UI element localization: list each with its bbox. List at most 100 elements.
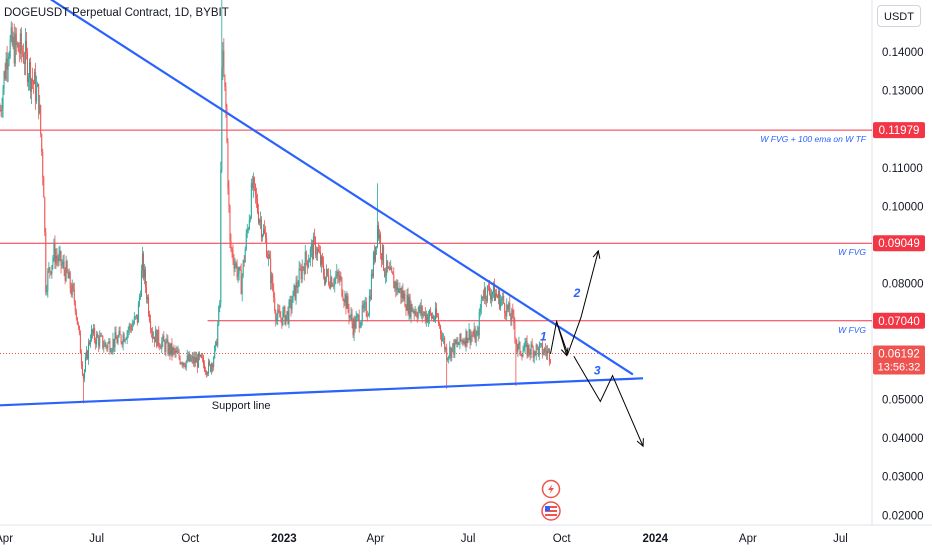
candle-body [87,350,89,360]
candle-body [514,323,516,339]
candle-body [244,248,246,263]
candle-body [1,108,3,111]
candle-body [336,271,338,277]
candle-body [119,330,121,336]
candle-body [237,273,239,278]
time-tick-label: Jul [833,533,848,545]
level-price-tag [873,235,925,252]
event-icons[interactable] [541,479,561,521]
resistance-trendline[interactable] [49,0,634,376]
candle-body [452,343,454,348]
price-tick-label: 0.02000 [882,510,924,522]
time-axis[interactable]: Apr Jul Oct 2023 Apr Jul Oct 2024 Apr Jul [0,533,848,545]
candle-body [346,296,348,309]
candle-body [163,335,165,342]
candle-body [150,321,152,330]
candle-body [329,284,331,288]
candle-body [153,336,155,339]
candle-body [215,341,217,347]
candle-body [137,303,139,323]
candle-body [389,267,391,271]
candle-body [496,293,498,296]
us-flag-icon[interactable] [541,501,561,521]
level-price-tag [873,312,925,329]
candle-body [469,329,471,343]
candle-body [303,267,305,275]
price-tick-label: 0.14000 [882,47,924,59]
bullish-scenario-path[interactable] [549,250,599,356]
candle-body [482,296,484,299]
candle-body [227,141,229,189]
candle-body [102,335,104,348]
candle-body [229,205,231,241]
bearish-scenario-path[interactable] [556,321,568,356]
candle-body [536,344,538,348]
candle-body [266,237,268,257]
candle-body [147,297,149,300]
candle-body [314,238,316,254]
currency-button[interactable]: USDT [877,5,921,27]
candle-body [448,356,450,359]
lightning-icon[interactable] [541,479,561,499]
candle-body [491,291,493,295]
candle-body [48,267,50,271]
candle-body [485,298,487,301]
candle-body [446,347,448,361]
candle-body [372,252,374,277]
candle-body [204,364,206,372]
candle-body [200,354,202,358]
wave-paths[interactable]: 1 2 3 [540,249,644,448]
candle-body [385,274,387,277]
breakdown-scenario-path[interactable] [573,356,644,447]
candle-body [257,211,259,223]
candle-body [508,302,510,310]
candle-body [457,342,459,345]
candle-body [501,299,503,301]
candle-body [309,248,311,260]
candle-body [467,338,469,343]
candle-body [56,256,58,259]
candle-body [524,342,526,349]
candle-body [353,319,355,336]
candle-body [396,282,398,291]
candle-body [350,313,352,316]
candle-body [490,294,492,300]
candle-body [115,332,117,340]
candle-body [320,252,322,265]
candle-body [354,319,356,329]
candle-body [483,288,485,299]
candle-body [365,302,367,316]
candle-body [141,253,143,271]
trendlines[interactable]: Support line [0,0,644,412]
price-axis[interactable]: 0.020000.030000.040000.050000.060000.080… [882,47,924,522]
candle-body [528,344,530,353]
candle-body [538,345,540,356]
candle-body [13,36,15,64]
candle-body [77,324,79,327]
candles [0,0,551,404]
candle-body [437,316,439,318]
candle-body [210,364,212,372]
candle-body [512,309,514,314]
candle-body [388,267,390,269]
candle-body [167,339,169,354]
candle-body [226,107,228,142]
candle-body [478,312,480,336]
candle-body [533,351,535,358]
candle-body [418,305,420,311]
candle-body [214,346,216,359]
candle-body [370,274,372,300]
candle-body [423,311,425,314]
candle-body [537,347,539,356]
candle-body [527,344,529,356]
candle-body [317,248,319,252]
candle-body [517,344,519,352]
candle-body [71,284,73,295]
candle-body [27,78,29,83]
candle-body [217,324,219,346]
support-trendline[interactable] [0,377,644,407]
candle-body [503,296,505,304]
